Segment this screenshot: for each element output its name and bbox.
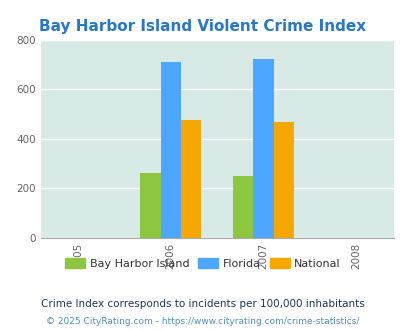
Legend: Bay Harbor Island, Florida, National: Bay Harbor Island, Florida, National (61, 254, 344, 273)
Bar (181, 120, 201, 238)
Bar (232, 176, 253, 238)
Bar (160, 62, 181, 238)
Bar (273, 122, 294, 238)
Text: Crime Index corresponds to incidents per 100,000 inhabitants: Crime Index corresponds to incidents per… (41, 299, 364, 309)
Text: © 2025 CityRating.com - https://www.cityrating.com/crime-statistics/: © 2025 CityRating.com - https://www.city… (46, 317, 359, 326)
Bar (253, 59, 273, 238)
Text: Bay Harbor Island Violent Crime Index: Bay Harbor Island Violent Crime Index (39, 19, 366, 34)
Bar (140, 173, 160, 238)
